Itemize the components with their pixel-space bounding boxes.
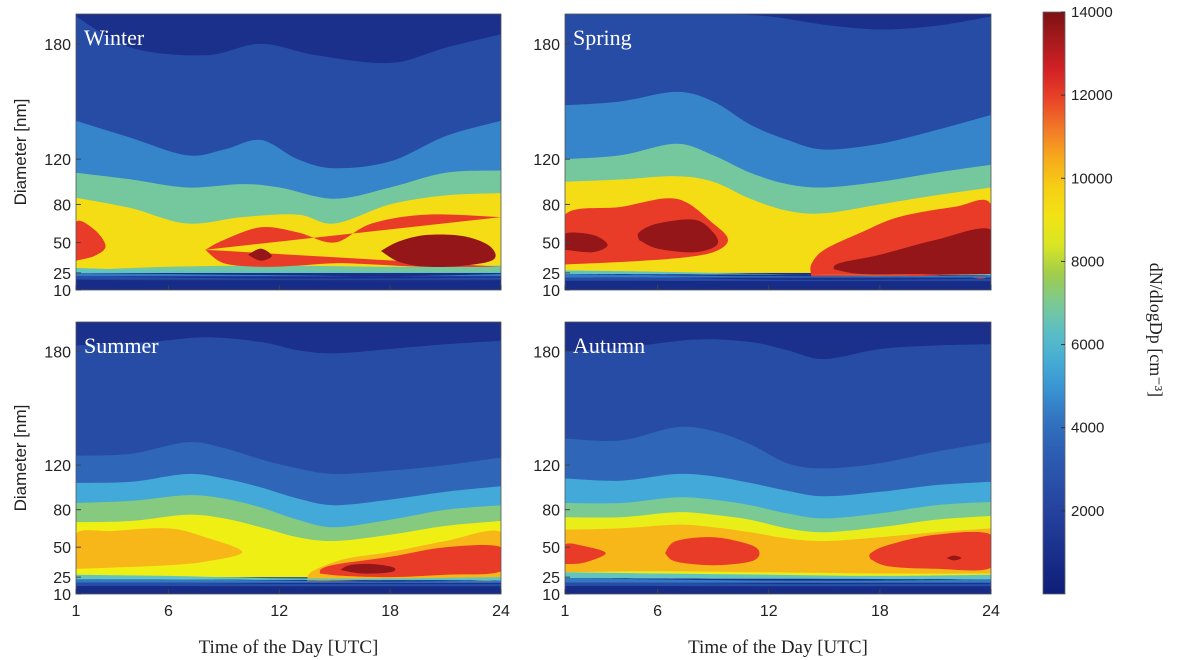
x-tick-label: 12 (760, 603, 778, 620)
colorbar-tick-label: 12000 (1071, 87, 1113, 104)
panel-title: Spring (573, 25, 632, 50)
y-tick-label: 180 (533, 344, 560, 361)
y-tick-label: 180 (44, 37, 71, 54)
colorbar-tick-label: 2000 (1071, 503, 1104, 520)
panel-frame (564, 321, 992, 595)
contour-band (637, 219, 719, 253)
contour-band (565, 572, 991, 580)
colorbar-tick-label: 4000 (1071, 420, 1104, 437)
colorbar-gradient (1042, 11, 1066, 595)
y-tick-label: 50 (542, 540, 560, 557)
x-tick-label: 18 (871, 603, 889, 620)
colorbar-tick-label: 14000 (1071, 4, 1113, 21)
y-tick-label: 80 (542, 197, 560, 214)
contour-band (246, 248, 272, 261)
y-axis-label: Diameter [nm] (11, 405, 30, 512)
x-axis-label: Time of the Day [UTC] (199, 637, 379, 658)
contour-band (869, 531, 991, 571)
panel-frame (75, 321, 502, 595)
y-tick-label: 120 (44, 152, 71, 169)
contour-band (76, 579, 501, 583)
y-tick-label: 120 (533, 152, 560, 169)
y-tick-label: 120 (44, 458, 71, 475)
contour-band (76, 586, 501, 594)
x-tick-label: 18 (381, 603, 399, 620)
contour-band (76, 582, 501, 587)
contour-band (565, 582, 991, 587)
colorbar-tick-label: 6000 (1071, 337, 1104, 354)
y-tick-label: 10 (53, 587, 71, 604)
y-tick-label: 25 (542, 570, 560, 587)
y-tick-label: 50 (53, 540, 71, 557)
contour-band (205, 214, 501, 267)
panel-title: Autumn (573, 333, 645, 358)
y-tick-label: 10 (53, 283, 71, 300)
contour-band (565, 280, 991, 290)
x-axis-label: Time of the Day [UTC] (688, 637, 868, 658)
x-tick-label: 24 (982, 603, 1000, 620)
y-tick-label: 180 (533, 37, 560, 54)
contour-band (565, 578, 991, 583)
panel-title: Winter (84, 25, 145, 50)
colorbar-label: dN/dlogDp [cm⁻³] (1146, 263, 1166, 397)
contour-band (665, 537, 760, 566)
y-tick-label: 180 (44, 344, 71, 361)
contour-band (565, 270, 991, 276)
x-tick-label: 24 (492, 603, 510, 620)
y-axis-label: Diameter [nm] (11, 99, 30, 206)
contour-band (565, 277, 991, 281)
y-tick-label: 80 (53, 197, 71, 214)
colorbar: 2000 4000 6000 8000 10000 12000 14000 dN/dlogDp… (1042, 4, 1166, 595)
y-tick-label: 10 (542, 283, 560, 300)
panel-frame (564, 13, 992, 291)
contour-band (833, 228, 991, 278)
x-tick-label: 6 (653, 603, 662, 620)
x-tick-label: 1 (561, 603, 570, 620)
y-tick-label: 80 (542, 503, 560, 520)
contour-band (565, 232, 608, 253)
y-tick-label: 10 (542, 587, 560, 604)
contour-band (76, 268, 501, 273)
y-tick-label: 50 (53, 236, 71, 253)
contour-band (76, 220, 106, 261)
contour-band (76, 528, 243, 569)
y-tick-label: 80 (53, 503, 71, 520)
y-tick-label: 120 (533, 458, 560, 475)
y-tick-label: 25 (53, 266, 71, 283)
heatmap-area (565, 14, 991, 290)
contour-band (565, 586, 991, 594)
panel-title: Summer (84, 333, 159, 358)
x-tick-label: 1 (72, 603, 81, 620)
heatmap-area (76, 322, 501, 594)
colorbar-tick-label: 8000 (1071, 253, 1104, 270)
contour-band (565, 543, 606, 565)
contour-band (946, 555, 962, 561)
contour-band (340, 563, 396, 574)
heatmap-area (76, 14, 501, 290)
y-tick-label: 25 (53, 570, 71, 587)
x-tick-label: 12 (270, 603, 288, 620)
y-tick-label: 50 (542, 236, 560, 253)
x-tick-label: 6 (164, 603, 173, 620)
y-tick-label: 25 (542, 266, 560, 283)
contour-band (76, 574, 501, 581)
colorbar-tick-label: 10000 (1071, 170, 1113, 187)
contour-band (76, 272, 501, 277)
contour-band (379, 234, 496, 268)
contour-band (565, 274, 991, 278)
panel-frame (75, 13, 502, 291)
contour-band (76, 279, 501, 290)
contour-band (76, 276, 501, 280)
heatmap-area (565, 322, 991, 594)
